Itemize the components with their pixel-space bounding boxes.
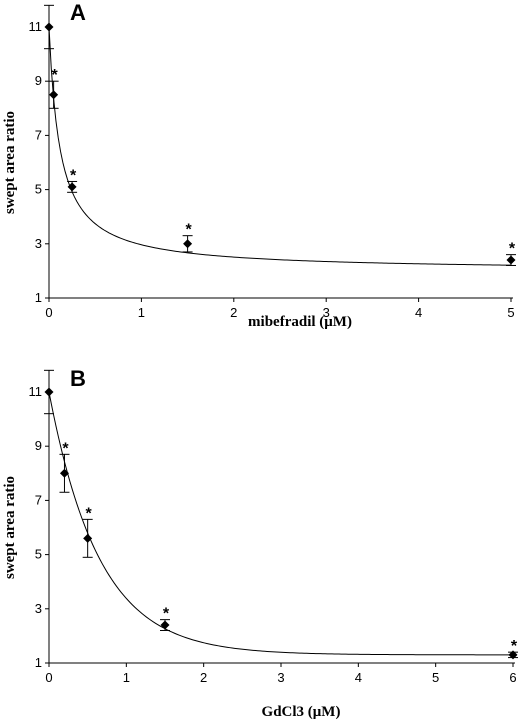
y-tick-label: 9	[35, 438, 42, 453]
data-point	[59, 468, 69, 478]
significance-marker: *	[86, 505, 93, 522]
data-point	[506, 255, 516, 265]
data-point	[49, 90, 59, 100]
y-tick-label: 3	[35, 236, 42, 251]
x-tick-label: 1	[123, 670, 130, 685]
significance-marker: *	[163, 606, 170, 623]
y-tick-label: 1	[35, 655, 42, 670]
x-tick-label: 4	[355, 670, 362, 685]
x-tick-label: 4	[415, 305, 422, 320]
y-tick-label: 9	[35, 73, 42, 88]
y-tick-label: 7	[35, 127, 42, 142]
data-point	[44, 387, 54, 397]
significance-marker: *	[185, 222, 192, 239]
significance-marker: *	[70, 167, 77, 184]
y-axis-label: swept area ratio	[2, 476, 18, 579]
x-tick-label: 3	[277, 670, 284, 685]
data-point	[160, 620, 170, 630]
x-tick-label: 3	[323, 305, 330, 320]
x-tick-label: 0	[45, 670, 52, 685]
x-tick-label: 5	[432, 670, 439, 685]
x-tick-label: 2	[200, 670, 207, 685]
panel-label: A	[70, 0, 86, 25]
fit-curve	[48, 26, 512, 266]
x-tick-label: 5	[507, 305, 514, 320]
y-tick-label: 3	[35, 601, 42, 616]
fit-curve	[48, 391, 513, 656]
significance-marker: *	[62, 440, 69, 457]
data-point	[508, 650, 518, 660]
panel-label: B	[70, 366, 86, 391]
y-tick-label: 1	[35, 290, 42, 305]
y-tick-label: 11	[29, 19, 43, 34]
y-tick-label: 7	[35, 492, 42, 507]
significance-marker: *	[511, 638, 518, 655]
x-tick-label: 1	[138, 305, 145, 320]
data-point	[44, 22, 54, 32]
significance-marker: *	[509, 241, 516, 258]
y-tick-label: 5	[35, 547, 42, 562]
x-tick-label: 0	[45, 305, 52, 320]
x-tick-label: 2	[230, 305, 237, 320]
x-axis-label: GdCl3 (μM)	[262, 704, 341, 720]
x-axis-label: mibefradil (μM)	[248, 314, 352, 330]
data-point	[183, 239, 193, 249]
data-point	[67, 182, 77, 192]
x-tick-label: 6	[509, 670, 516, 685]
y-axis-label: swept area ratio	[2, 111, 18, 214]
y-tick-label: 5	[35, 182, 42, 197]
y-tick-label: 11	[29, 384, 43, 399]
significance-marker: *	[52, 67, 59, 84]
data-point	[83, 533, 93, 543]
